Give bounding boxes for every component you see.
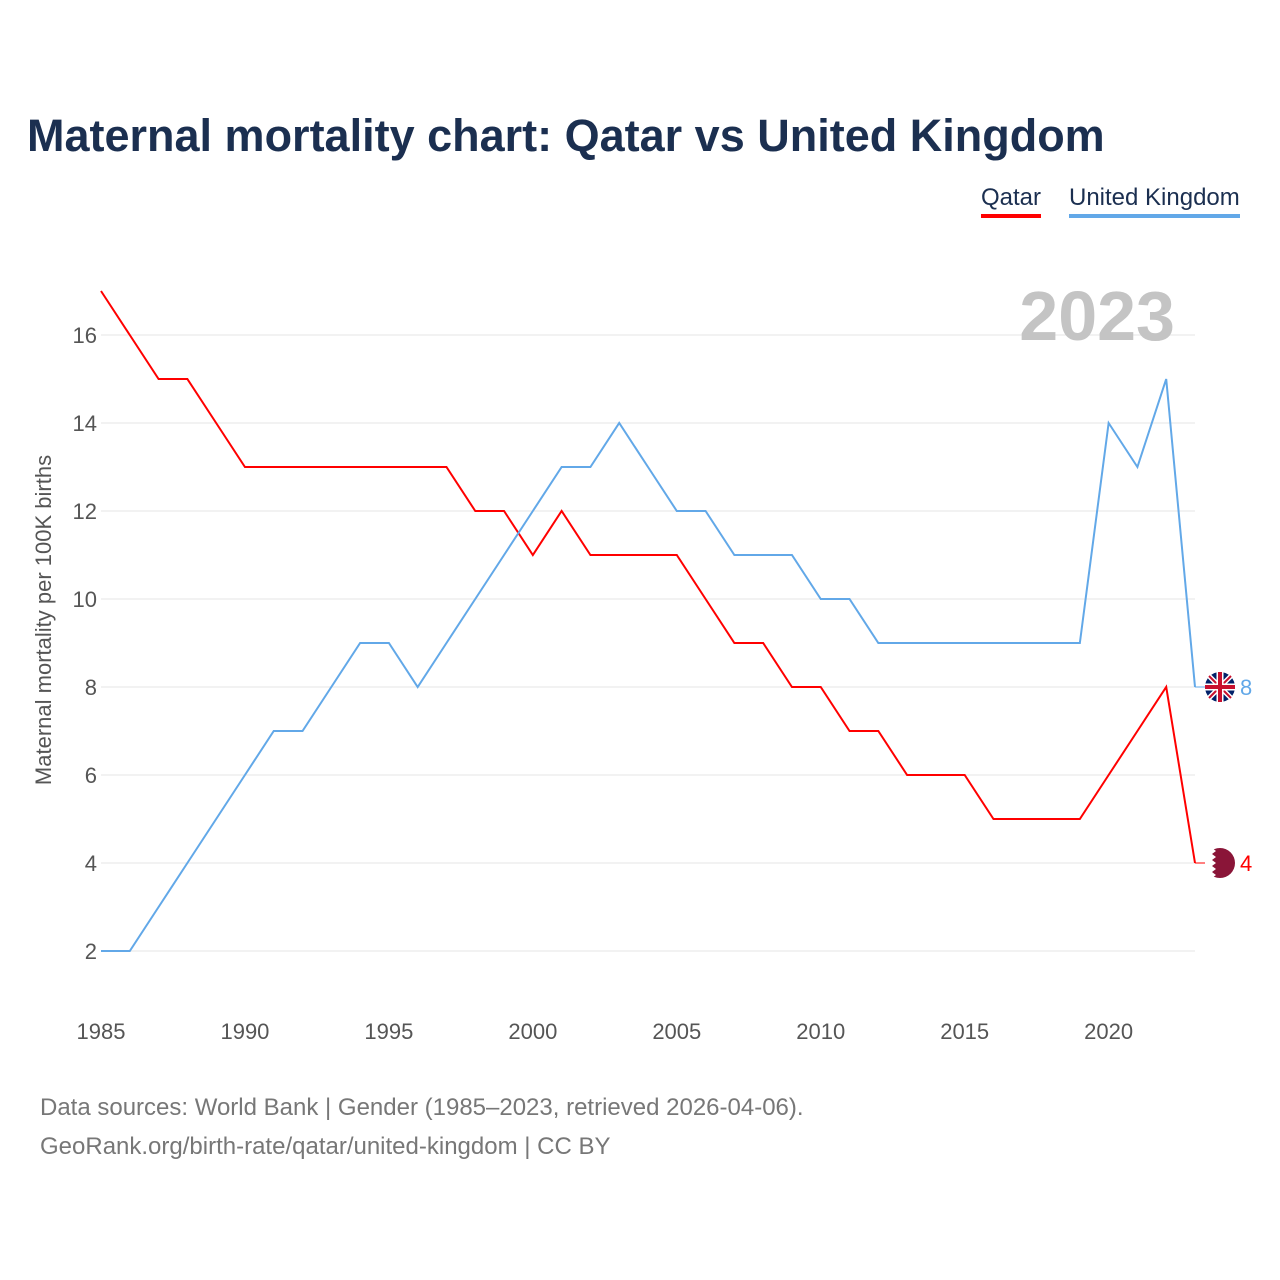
chart-title: Maternal mortality chart: Qatar vs Unite… (27, 110, 1105, 161)
y-tick-label: 12 (73, 499, 97, 524)
y-axis-label: Maternal mortality per 100K births (31, 455, 56, 785)
x-tick-label: 2000 (508, 1019, 557, 1044)
source-note: Data sources: World Bank | Gender (1985–… (40, 1088, 804, 1166)
series-line-united-kingdom (101, 378, 1196, 952)
uk-flag-cross-red (1205, 672, 1235, 702)
source-line-2: GeoRank.org/birth-rate/qatar/united-king… (40, 1133, 611, 1160)
y-tick-label: 4 (85, 851, 97, 876)
y-tick-label: 8 (85, 675, 97, 700)
x-tick-label: 2020 (1084, 1019, 1133, 1044)
legend-qatar[interactable]: Qatar (981, 184, 1042, 218)
x-tick-label: 1985 (77, 1019, 126, 1044)
x-tick-label: 2015 (940, 1019, 989, 1044)
y-tick-label: 6 (85, 763, 97, 788)
series-line-qatar (100, 290, 1196, 864)
y-tick-label: 2 (85, 939, 97, 964)
end-value-label: 4 (1240, 851, 1252, 876)
legend-united-kingdom[interactable]: United Kingdom (1069, 184, 1240, 218)
x-tick-label: 1990 (220, 1019, 269, 1044)
qatar-flag-serration (1205, 848, 1216, 878)
year-label: 2023 (1019, 277, 1175, 355)
x-tick-label: 2010 (796, 1019, 845, 1044)
end-value-label: 8 (1240, 675, 1252, 700)
y-tick-label: 16 (73, 323, 97, 348)
source-line-1: Data sources: World Bank | Gender (1985–… (40, 1094, 804, 1121)
y-tick-label: 10 (73, 587, 97, 612)
x-tick-label: 2005 (652, 1019, 701, 1044)
x-tick-label: 1995 (364, 1019, 413, 1044)
y-tick-label: 14 (73, 411, 97, 436)
